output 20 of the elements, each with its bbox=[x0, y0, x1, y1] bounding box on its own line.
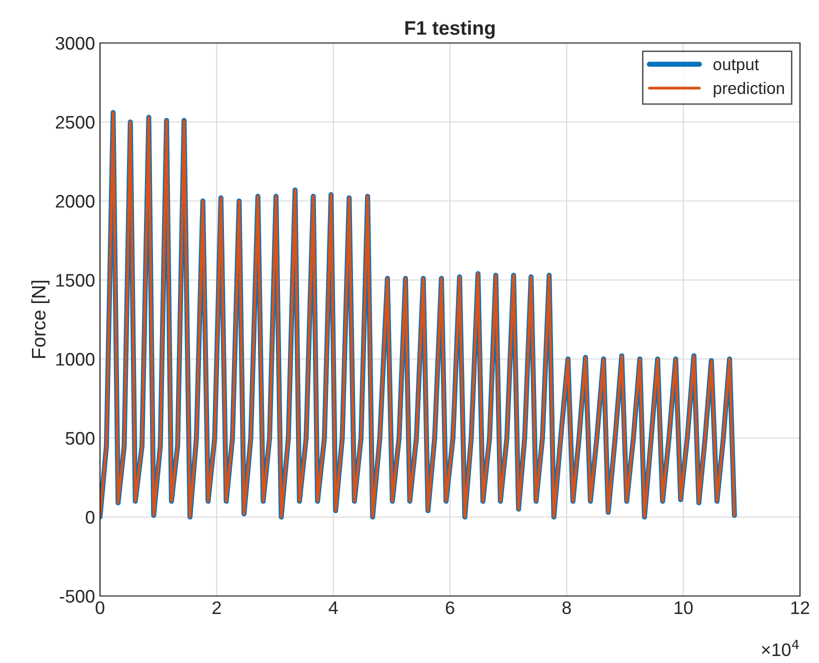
legend-label: output bbox=[713, 59, 759, 74]
x-tick-label: 10 bbox=[674, 601, 693, 614]
x-tick-label: 0 bbox=[96, 601, 104, 614]
x-tick-label: 2 bbox=[212, 601, 221, 614]
legend-label: prediction bbox=[714, 82, 784, 98]
y-tick-label: 500 bbox=[66, 432, 94, 445]
y-tick-label: 1000 bbox=[56, 352, 94, 366]
y-tick-label: -500 bbox=[60, 590, 94, 603]
y-tick-label: 0 bbox=[86, 510, 94, 524]
x-tick-label: 8 bbox=[562, 601, 571, 614]
y-tick-label: 2000 bbox=[56, 194, 94, 208]
y-tick-label: 1500 bbox=[56, 274, 94, 287]
x-tick-label: 12 bbox=[791, 601, 810, 614]
x-tick-label: 6 bbox=[446, 601, 454, 614]
y-tick-label: 2500 bbox=[56, 116, 94, 129]
x-tick-label: 4 bbox=[328, 602, 338, 614]
y-axis-title: Force [N] bbox=[31, 280, 50, 358]
text: ×10$^{4}$ bbox=[762, 640, 799, 656]
y-tick-label: 3000 bbox=[56, 36, 94, 50]
chart-title: F1 testing bbox=[405, 20, 495, 39]
